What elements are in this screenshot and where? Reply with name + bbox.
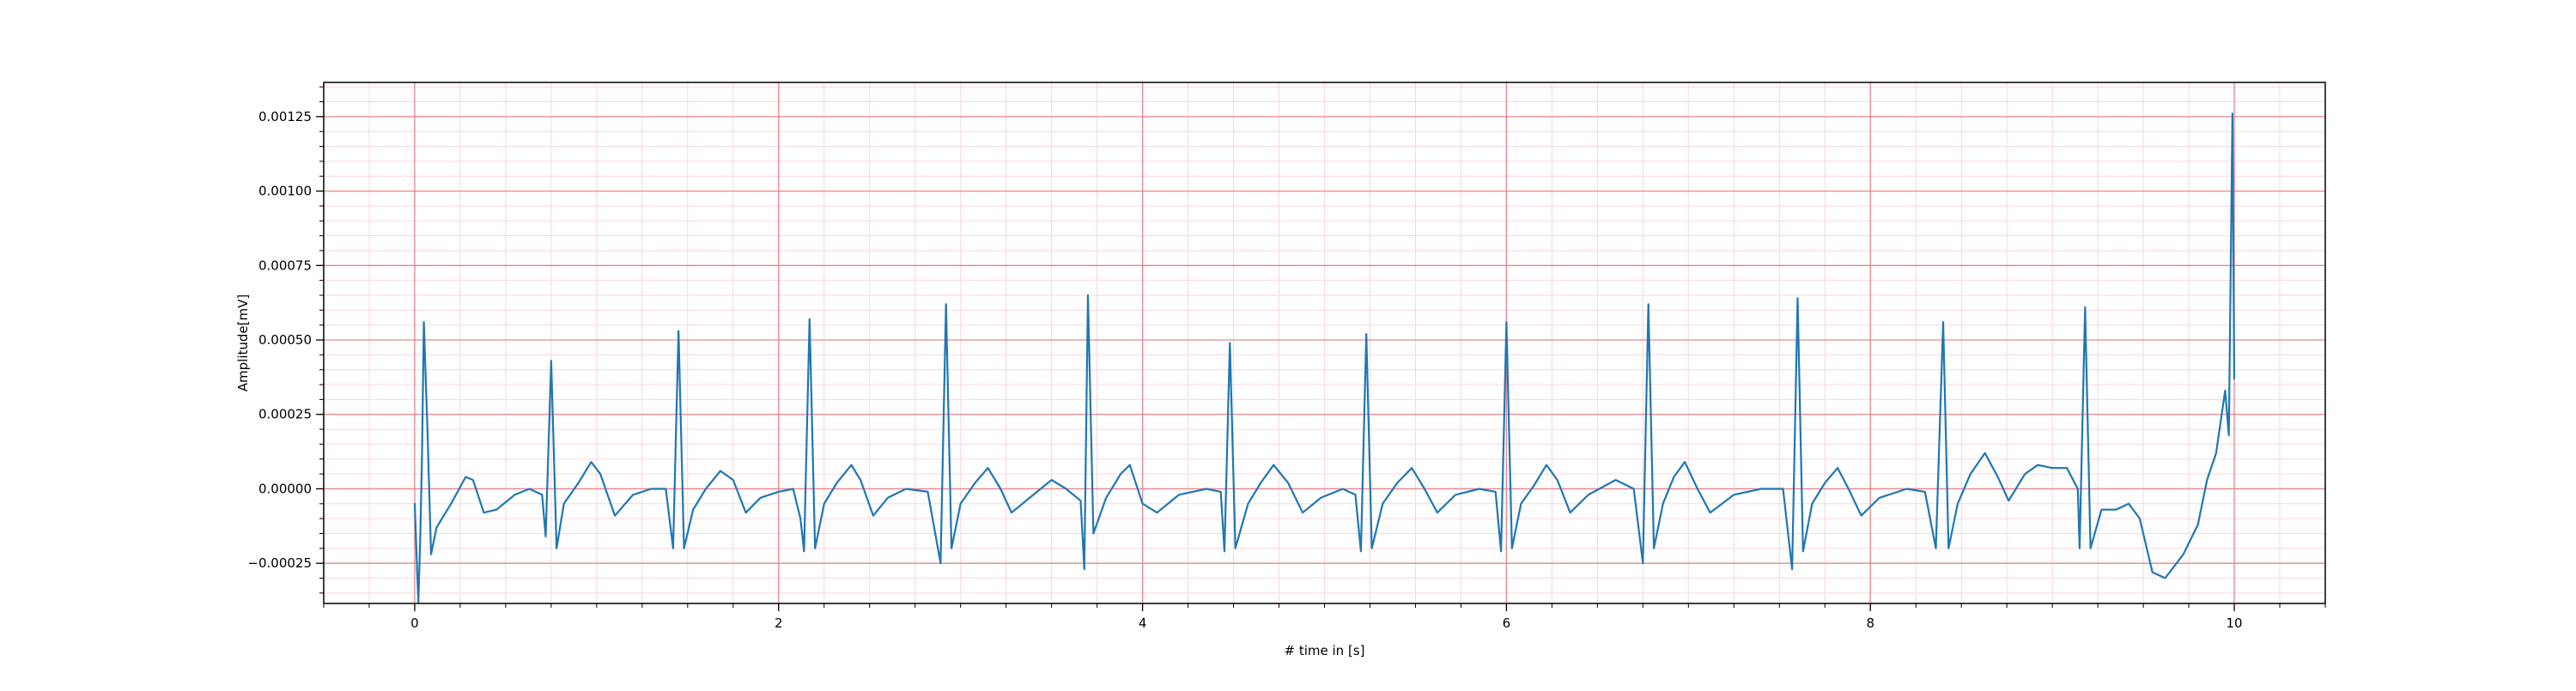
x-tick-label: 8 xyxy=(1866,615,1874,631)
x-tick-labels: 0 2 4 6 8 10 xyxy=(410,615,2242,631)
y-tick-label: 0.00125 xyxy=(258,109,312,124)
x-tick-label: 2 xyxy=(775,615,783,631)
y-tick-labels: −0.00025 0.00000 0.00025 0.00050 0.00075 0.00… xyxy=(247,109,312,571)
x-tick-label: 4 xyxy=(1139,615,1147,631)
x-tick-label: 0 xyxy=(410,615,419,631)
x-tick-label: 6 xyxy=(1503,615,1511,631)
tick-marks xyxy=(316,86,2326,611)
y-tick-label: 0.00050 xyxy=(258,332,312,348)
x-axis-label: # time in [s] xyxy=(1285,643,1365,658)
y-tick-label: 0.00025 xyxy=(258,407,312,422)
minor-grid xyxy=(323,82,2326,603)
y-tick-label: −0.00025 xyxy=(247,555,312,571)
y-tick-label: 0.00075 xyxy=(258,258,312,273)
y-axis-label: Amplitude[mV] xyxy=(235,294,251,391)
x-tick-label: 10 xyxy=(2226,615,2242,631)
y-tick-label: 0.00100 xyxy=(258,184,312,199)
ecg-series-line xyxy=(413,112,2236,603)
y-tick-label: 0.00000 xyxy=(258,481,312,496)
series-layer xyxy=(413,112,2236,603)
